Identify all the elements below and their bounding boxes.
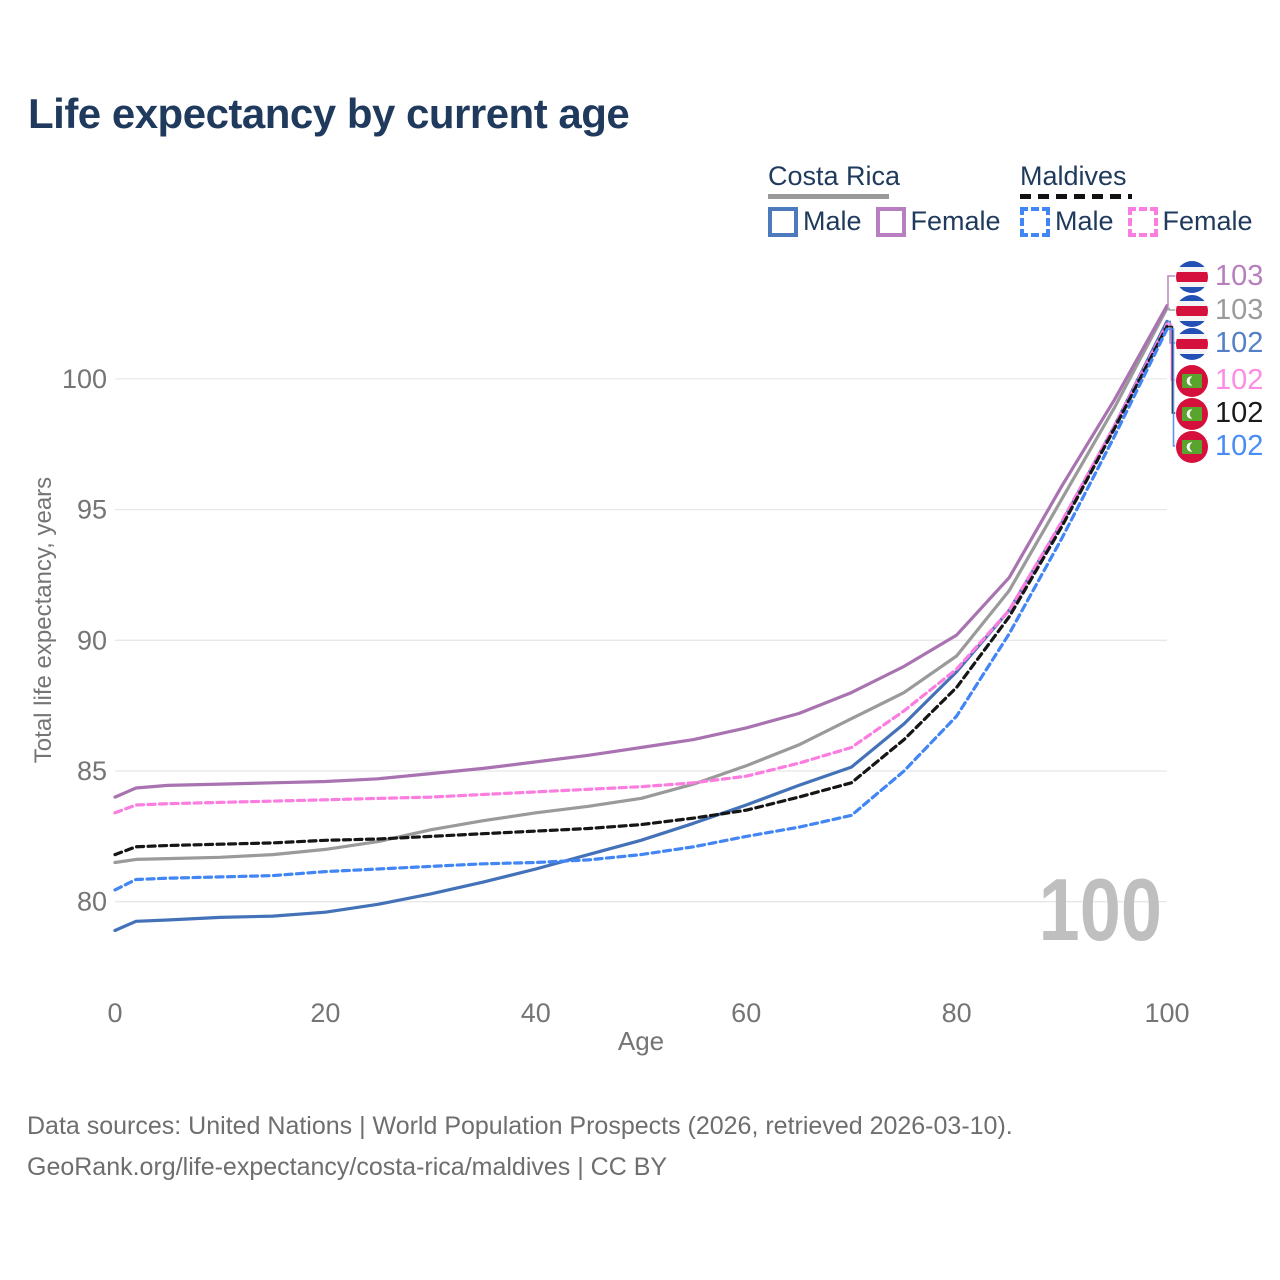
page-title: Life expectancy by current age <box>28 90 630 137</box>
legend-label-maldives-male: Male <box>1055 206 1114 236</box>
legend-label-costa-rica-female: Female <box>910 206 1001 236</box>
legend-label-maldives-female: Female <box>1162 206 1253 236</box>
x-tick-0: 0 <box>107 998 122 1028</box>
y-tick-85: 85 <box>77 756 107 786</box>
x-tick-40: 40 <box>521 998 551 1028</box>
leader-line-costa-rica-female <box>1167 275 1176 307</box>
end-label-costa-rica-female: 103 <box>1176 260 1263 293</box>
maldives-flag-icon <box>1176 364 1208 397</box>
legend-group-maldives: Maldives Male Female <box>1020 161 1267 237</box>
end-value-costa-rica-both-sexes: 103 <box>1215 294 1264 326</box>
line-maldives-male <box>113 327 1169 892</box>
costa-rica-flag-icon <box>1176 294 1208 327</box>
data-source-line: Data sources: United Nations | World Pop… <box>27 1112 1013 1140</box>
y-tick-80: 80 <box>77 887 107 917</box>
end-label-maldives-female: 102 <box>1176 364 1263 397</box>
age-counter-watermark: 100 <box>1038 860 1162 959</box>
legend-line-sample-costa-rica <box>768 194 889 199</box>
leader-line-costa-rica-both-sexes <box>1167 307 1176 311</box>
end-label-maldives-both-sexes: 102 <box>1176 397 1263 430</box>
end-value-maldives-male: 102 <box>1215 430 1264 462</box>
end-label-costa-rica-male: 102 <box>1176 327 1263 360</box>
line-maldives-both-sexes <box>113 325 1169 857</box>
legend-group-costa-rica: Costa Rica Male Female <box>768 161 1015 237</box>
end-label-maldives-male: 102 <box>1176 430 1263 463</box>
maldives-flag-icon <box>1176 397 1208 430</box>
legend-swatch-costa-rica-male-icon <box>768 206 798 237</box>
x-tick-60: 60 <box>731 998 761 1028</box>
line-costa-rica-female <box>113 304 1169 799</box>
y-tick-90: 90 <box>77 625 107 655</box>
legend-country-costa-rica: Costa Rica <box>768 161 901 191</box>
maldives-flag-icon <box>1176 430 1208 463</box>
end-value-maldives-female: 102 <box>1215 364 1264 396</box>
y-tick-95: 95 <box>77 495 107 525</box>
line-costa-rica-male <box>113 319 1169 933</box>
end-value-maldives-both-sexes: 102 <box>1215 397 1264 429</box>
costa-rica-flag-icon <box>1176 260 1208 293</box>
footer: Data sources: United Nations | World Pop… <box>27 1106 1013 1188</box>
x-tick-80: 80 <box>942 998 972 1028</box>
legend-swatch-maldives-male-icon <box>1020 206 1050 237</box>
x-tick-20: 20 <box>310 998 340 1028</box>
x-axis-title: Age <box>617 1026 665 1056</box>
line-maldives-female <box>113 322 1169 815</box>
legend-swatch-costa-rica-female-icon <box>875 206 906 237</box>
georank-attribution-link[interactable]: GeoRank.org/life-expectancy/costa-rica/m… <box>27 1153 668 1181</box>
legend-swatch-maldives-female-icon <box>1127 206 1158 237</box>
end-value-costa-rica-male: 102 <box>1215 327 1264 359</box>
y-tick-100: 100 <box>62 364 107 394</box>
leader-line-maldives-female <box>1167 323 1176 381</box>
legend-country-maldives: Maldives <box>1020 161 1127 191</box>
end-value-costa-rica-female: 103 <box>1215 260 1264 292</box>
legend-line-sample-maldives <box>1020 194 1132 199</box>
costa-rica-flag-icon <box>1176 327 1208 360</box>
leader-line-maldives-male <box>1167 328 1176 447</box>
line-costa-rica-both-sexes <box>113 306 1169 865</box>
end-label-costa-rica-both-sexes: 103 <box>1176 294 1263 327</box>
legend-label-costa-rica-male: Male <box>803 206 862 236</box>
x-tick-100: 100 <box>1144 998 1189 1028</box>
